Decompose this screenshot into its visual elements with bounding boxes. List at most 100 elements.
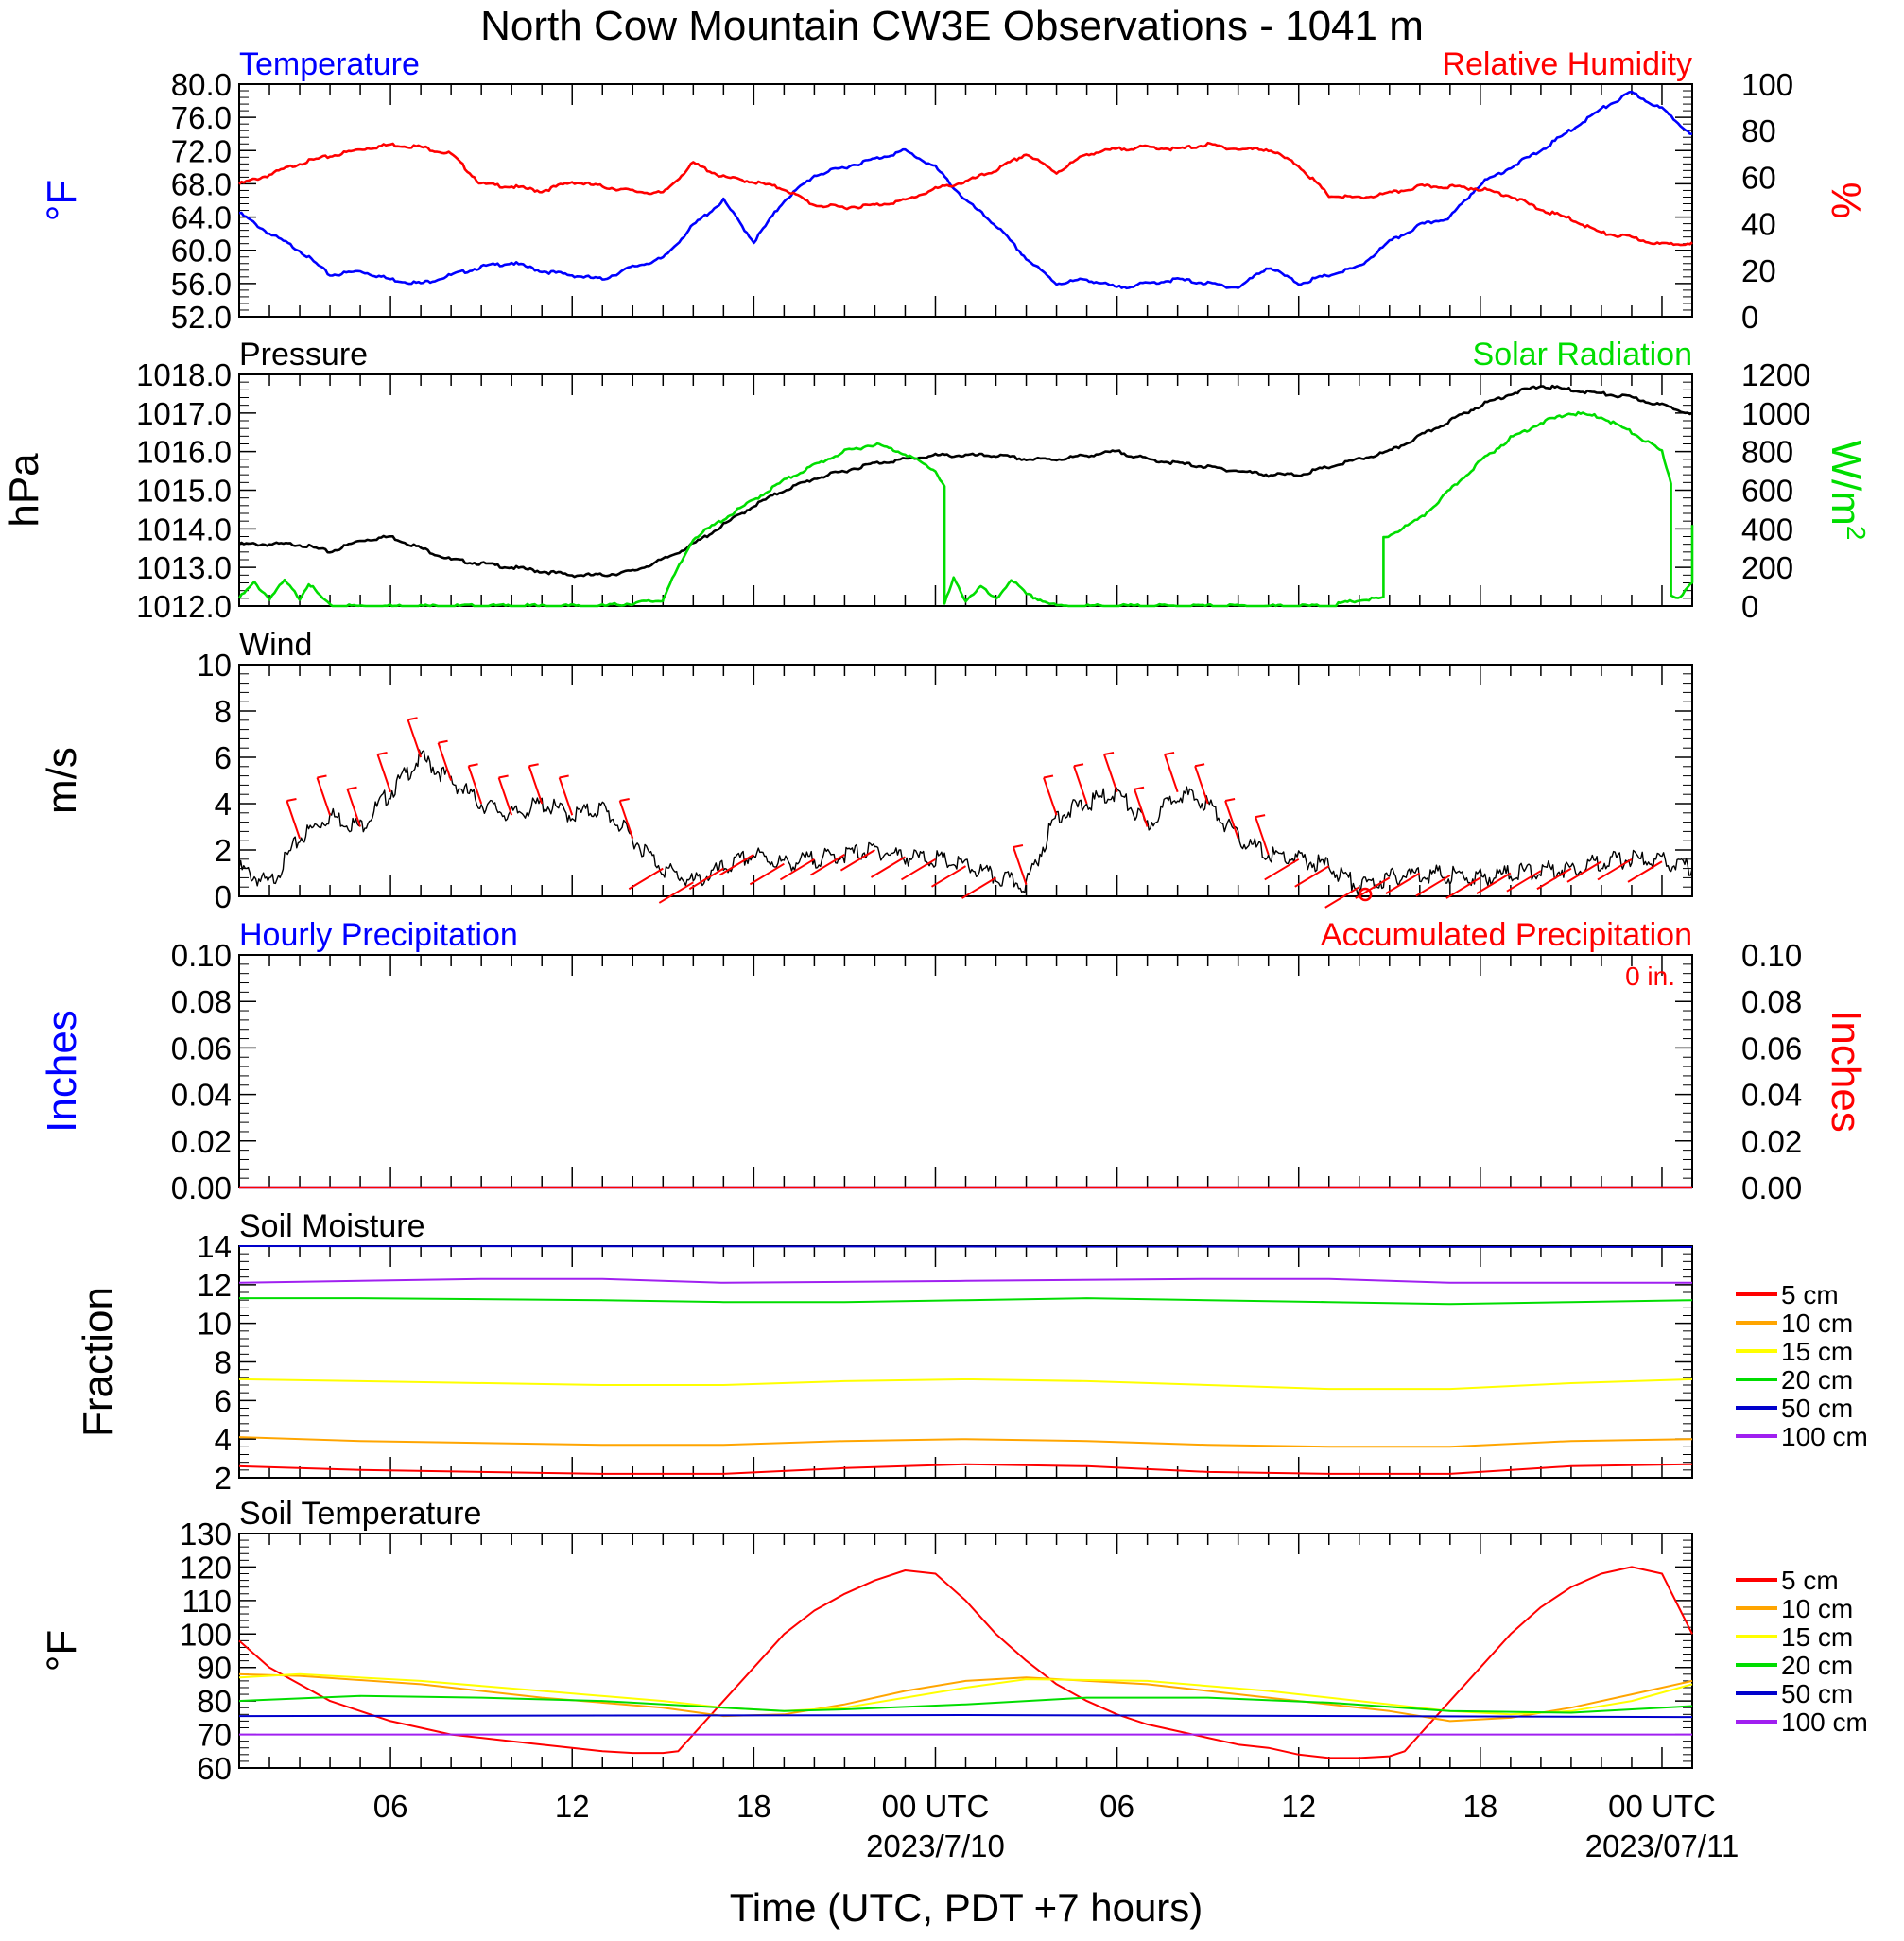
panel-right-title: Accumulated Precipitation (1321, 917, 1692, 953)
accumulated-total: 0 in. (1625, 962, 1675, 991)
wind-barb (1255, 816, 1270, 856)
calm-wind-marker (1358, 887, 1373, 902)
wind-barb-flag (1224, 798, 1236, 802)
y-right-tick-label: 0.10 (1741, 938, 1802, 973)
wind-barb (1476, 872, 1512, 895)
x-tick-label: 06 (373, 1789, 408, 1824)
series-line-10-cm (238, 1672, 1693, 1723)
wind-barb (658, 881, 694, 904)
y-tick-label: 60 (197, 1751, 232, 1786)
wind-barb (961, 876, 997, 899)
y-tick-label: 64.0 (171, 200, 232, 235)
wind-barb (528, 765, 544, 805)
x-tick-date-label: 2023/7/10 (866, 1828, 1005, 1863)
y-tick-label: 1015.0 (136, 474, 232, 509)
y-right-tick-label: 0.00 (1741, 1170, 1802, 1205)
wind-barb (1627, 860, 1663, 883)
series-line-10-cm (238, 1436, 1693, 1448)
y-tick-label: 10 (197, 1307, 232, 1342)
wind-barb (558, 777, 574, 816)
wind-barb (1013, 846, 1028, 886)
wind-barb-flag (559, 774, 569, 779)
wind-barb-flag (1194, 763, 1205, 768)
wind-barb (376, 754, 392, 793)
x-axis-label: Time (UTC, PDT +7 hours) (730, 1885, 1203, 1930)
y-axis-title-left: Fraction (75, 1287, 121, 1437)
wind-barb-flag (1103, 752, 1115, 755)
figure-title: North Cow Mountain CW3E Observations - 1… (480, 3, 1424, 49)
series-line-5-cm (238, 1566, 1693, 1759)
panel-wind: 10 8 6 4 2 0 Wind m/s (39, 627, 1693, 914)
x-tick-label: 00 UTC (882, 1789, 990, 1824)
y-right-tick-label: 800 (1741, 435, 1793, 470)
panel-left-title: Temperature (239, 46, 420, 82)
wind-barb (467, 765, 483, 805)
y-right-tick-label: 20 (1741, 253, 1776, 288)
wind-barbs (286, 717, 1663, 909)
y-right-tick-label: 100 (1741, 67, 1793, 102)
panel-right-title: Solar Radiation (1473, 337, 1692, 373)
panel-temperature_rh: 80.076.072.068.064.060.056.052.0 100 80 60 4… (39, 46, 1869, 335)
y-tick-label: 1014.0 (136, 511, 232, 546)
y-tick-label: 8 (215, 1345, 232, 1380)
y-tick-label: 70 (197, 1718, 232, 1753)
series-line-5-cm (238, 1463, 1693, 1475)
panel-left-title: Soil Moisture (239, 1208, 425, 1244)
y-tick-label: 80 (197, 1684, 232, 1719)
y-tick-label: 4 (215, 1422, 232, 1457)
series-line-0 (238, 90, 1693, 290)
wind-barb (286, 800, 301, 840)
legend-label: 20 cm (1781, 1651, 1853, 1680)
wind-barb (1194, 765, 1209, 805)
legend-label: 50 cm (1781, 1394, 1853, 1423)
y-tick-label: 56.0 (171, 267, 232, 302)
x-tick-label: 00 UTC (1608, 1789, 1716, 1824)
wind-barb (497, 777, 513, 816)
y-tick-label: 6 (215, 1383, 232, 1418)
wind-barb-flag (377, 752, 388, 755)
wind-barb (900, 858, 936, 881)
y-axis-title-superscript: 2 (1842, 526, 1871, 541)
plot-frame (238, 954, 1693, 1188)
y-tick-label: 72.0 (171, 133, 232, 168)
wind-barb (1264, 858, 1300, 881)
wind-barb (809, 854, 845, 876)
y-tick-label: 0.10 (171, 938, 232, 973)
y-right-tick-label: 0.06 (1741, 1031, 1802, 1066)
y-tick-label: 2 (215, 1461, 232, 1496)
wind-barb (688, 867, 724, 891)
y-right-tick-label: 400 (1741, 511, 1793, 546)
wind-barb (1134, 789, 1149, 827)
y-right-tick-label: 0.04 (1741, 1078, 1802, 1113)
y-axis-title-right: W/m2 (1823, 441, 1871, 541)
y-right-tick-label: 0 (1741, 589, 1758, 624)
x-tick-date-label: 2023/07/11 (1585, 1828, 1740, 1863)
y-tick-label: 68.0 (171, 166, 232, 201)
wind-barb (618, 800, 634, 840)
x-tick-label: 12 (555, 1789, 590, 1824)
series-line-20-cm (239, 1297, 1693, 1306)
y-tick-label: 1018.0 (136, 357, 232, 392)
series-line-0 (238, 749, 1693, 896)
series-line-50-cm (238, 1245, 1693, 1248)
y-tick-label: 130 (180, 1516, 232, 1551)
y-axis-title-left: hPa (1, 453, 47, 528)
y-tick-label: 0.06 (171, 1031, 232, 1066)
x-tick-label: 12 (1281, 1789, 1316, 1824)
wind-barb (1224, 800, 1239, 840)
y-tick-label: 90 (197, 1651, 232, 1686)
y-tick-label: 8 (215, 694, 232, 729)
y-right-tick-label: 600 (1741, 474, 1793, 509)
y-right-tick-label: 80 (1741, 113, 1776, 148)
y-tick-label: 1013.0 (136, 550, 232, 585)
y-tick-label: 80.0 (171, 67, 232, 102)
wind-barb-flag (468, 763, 478, 768)
wind-barb-flag (347, 786, 357, 790)
y-tick-label: 60.0 (171, 234, 232, 269)
y-axis-title-left: m/s (39, 747, 85, 814)
y-tick-label: 0 (215, 879, 232, 914)
wind-barb (628, 867, 664, 891)
